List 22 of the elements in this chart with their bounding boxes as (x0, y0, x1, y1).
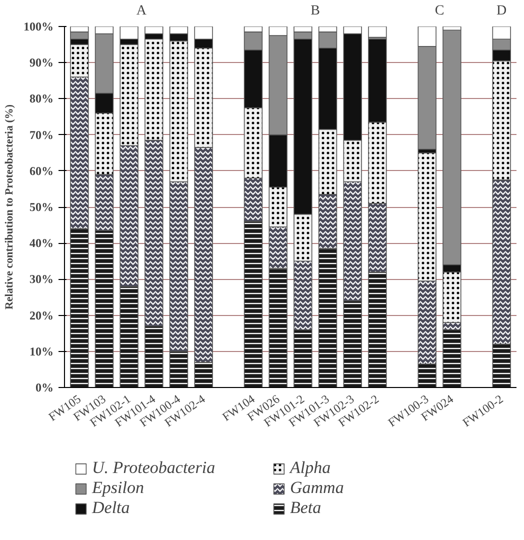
y-tick-label: 100% (24, 20, 54, 34)
legend-label: Gamma (290, 478, 345, 498)
y-tick-label: 70% (30, 128, 54, 142)
y-tick-label: 20% (30, 308, 54, 322)
y-tick-label: 30% (30, 272, 54, 286)
legend-label: Delta (92, 498, 131, 518)
text: B (310, 4, 320, 18)
y-tick-label: 50% (30, 200, 54, 214)
text: C (434, 4, 444, 18)
legend-label: Epsilon (92, 478, 145, 498)
y-tick-label: 60% (30, 164, 54, 178)
y-tick-label: 10% (30, 344, 54, 358)
y-tick-label: 0% (36, 380, 54, 394)
y-tick-label: 40% (30, 236, 54, 250)
y-tick-label: 90% (30, 56, 54, 70)
y-tick-label: 80% (30, 92, 54, 106)
y-axis-title: Relative contribution to Proteobacteria (%) (4, 104, 16, 310)
legend-label: U. Proteobacteria (92, 458, 216, 478)
legend-label: Beta (290, 498, 322, 518)
legend-label: Alpha (290, 458, 332, 478)
text: D (496, 4, 507, 18)
text: A (136, 4, 148, 18)
